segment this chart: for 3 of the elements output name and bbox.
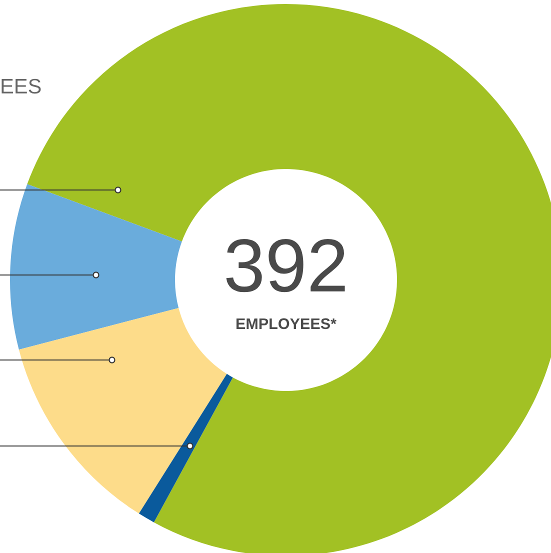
text: 392 (226, 239, 345, 292)
text: EES (2, 78, 41, 94)
text: EMPLOYEES* (236, 318, 336, 330)
